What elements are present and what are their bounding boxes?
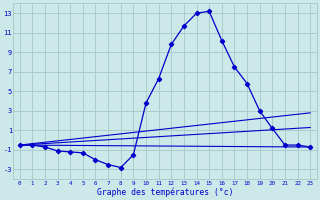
X-axis label: Graphe des températures (°c): Graphe des températures (°c)	[97, 187, 233, 197]
